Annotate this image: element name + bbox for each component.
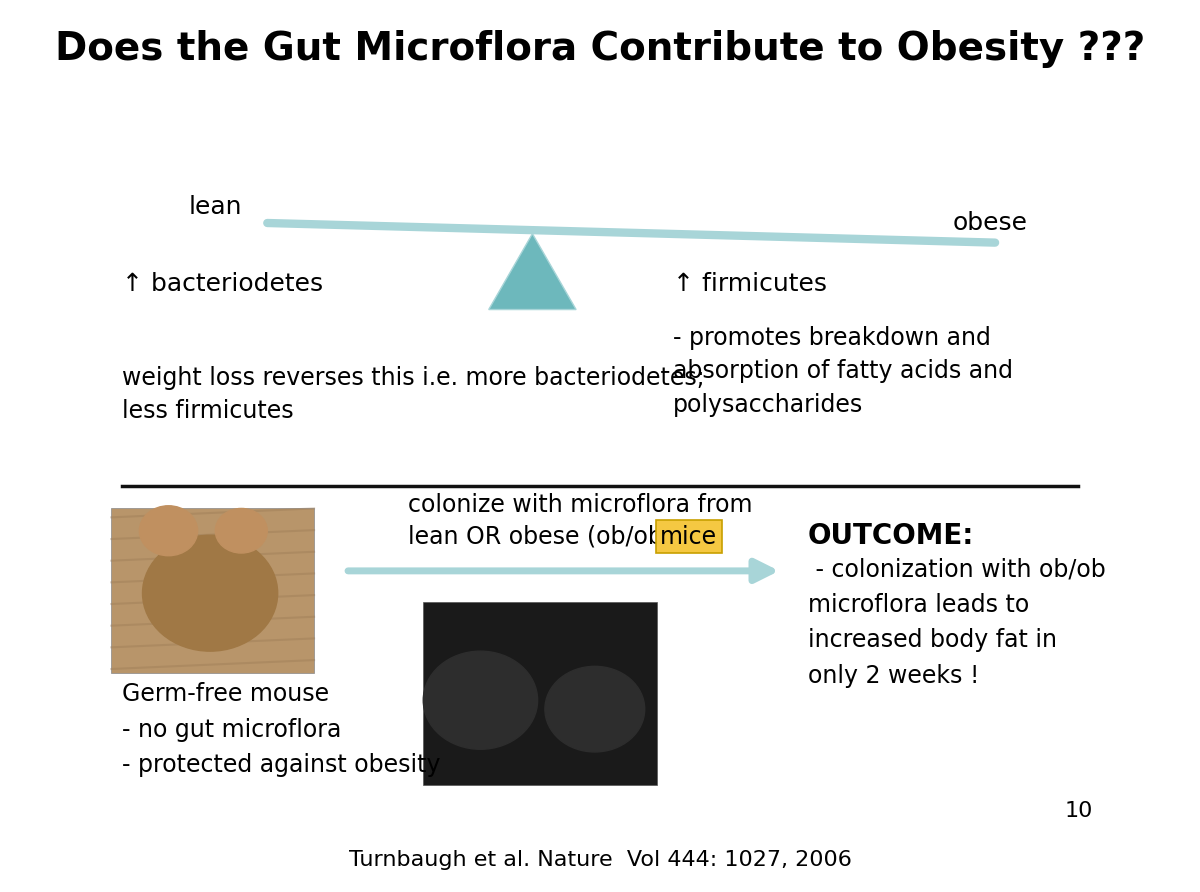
Polygon shape xyxy=(488,234,576,310)
Text: OUTCOME:: OUTCOME: xyxy=(808,522,974,549)
Text: obese: obese xyxy=(953,211,1027,235)
Circle shape xyxy=(215,508,268,553)
Text: Turnbaugh et al. Nature  Vol 444: 1027, 2006: Turnbaugh et al. Nature Vol 444: 1027, 2… xyxy=(348,850,852,870)
Text: ↑ firmicutes: ↑ firmicutes xyxy=(673,272,827,296)
Text: weight loss reverses this i.e. more bacteriodetes;
less firmicutes: weight loss reverses this i.e. more bact… xyxy=(121,366,704,423)
Bar xyxy=(424,602,658,785)
Bar xyxy=(112,508,314,673)
Text: - colonization with ob/ob
microflora leads to
increased body fat in
only 2 weeks: - colonization with ob/ob microflora lea… xyxy=(808,558,1105,688)
Text: lean: lean xyxy=(188,194,242,219)
Text: colonize with microflora from: colonize with microflora from xyxy=(408,493,752,517)
Circle shape xyxy=(424,651,538,749)
Text: lean OR obese (ob/ob): lean OR obese (ob/ob) xyxy=(408,524,679,549)
Circle shape xyxy=(545,666,644,752)
Text: Does the Gut Microflora Contribute to Obesity ???: Does the Gut Microflora Contribute to Ob… xyxy=(55,30,1145,68)
Text: Germ-free mouse
- no gut microflora
- protected against obesity: Germ-free mouse - no gut microflora - pr… xyxy=(121,682,440,777)
Text: mice: mice xyxy=(660,524,718,549)
Text: 10: 10 xyxy=(1064,801,1092,821)
Text: ↑ bacteriodetes: ↑ bacteriodetes xyxy=(121,272,323,296)
Circle shape xyxy=(143,535,277,651)
Circle shape xyxy=(139,506,198,556)
Text: - promotes breakdown and
absorption of fatty acids and
polysaccharides: - promotes breakdown and absorption of f… xyxy=(673,326,1013,417)
